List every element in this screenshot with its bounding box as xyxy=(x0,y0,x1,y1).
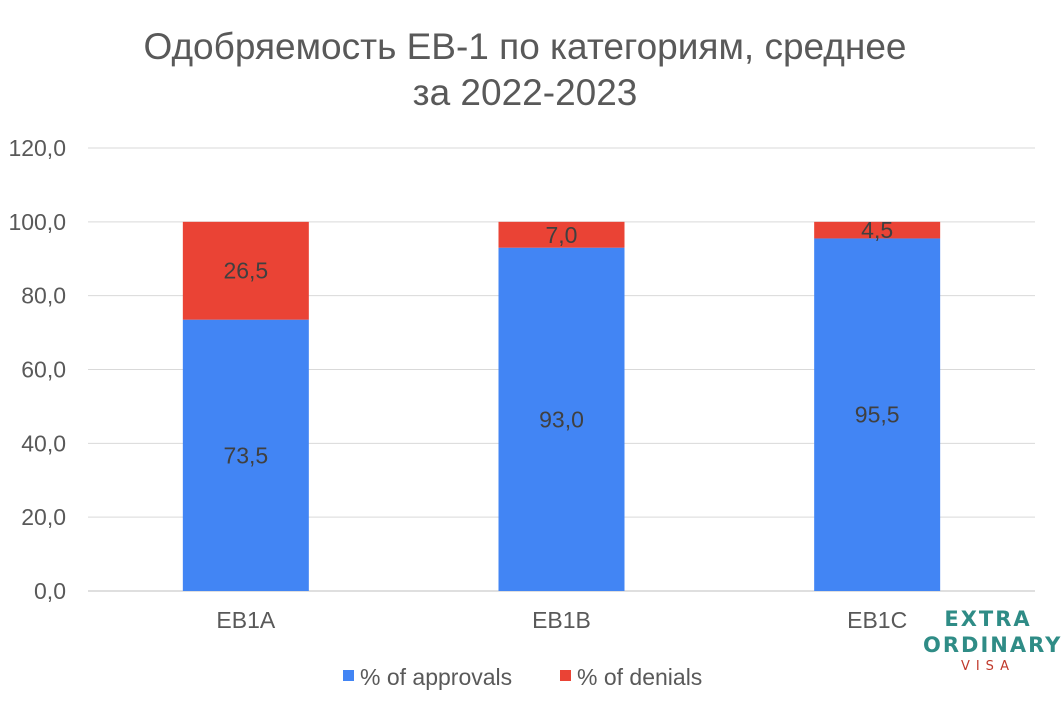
logo-line-3: VISA xyxy=(960,659,1016,674)
data-label: 26,5 xyxy=(223,258,268,284)
logo-line-1: EXTRA xyxy=(944,607,1032,631)
y-tick-label: 100,0 xyxy=(8,209,66,235)
y-tick-label: 80,0 xyxy=(21,283,66,309)
chart-title: Одобряемость EB-1 по категориям, среднее xyxy=(144,26,907,67)
bar-segment xyxy=(498,221,625,248)
data-label: 4,5 xyxy=(861,217,893,243)
data-label: 73,5 xyxy=(223,442,268,468)
data-label: 93,0 xyxy=(539,406,584,432)
x-tick-label: EB1B xyxy=(532,607,591,633)
data-label: 95,5 xyxy=(855,402,900,428)
bar-segment xyxy=(498,247,625,592)
bars: 73,5 26,5 93,0 7,0 95,5 4,5 xyxy=(182,217,941,592)
y-tick-label: 60,0 xyxy=(21,357,66,383)
data-label: 7,0 xyxy=(546,222,578,248)
y-tick-label: 20,0 xyxy=(21,504,66,530)
bar-segment xyxy=(182,319,309,591)
brand-logo: EXTRA ORDINARY VISA xyxy=(923,606,1063,676)
y-axis: 0,0 20,0 40,0 60,0 80,0 100,0 120,0 xyxy=(8,135,66,604)
bar-segment xyxy=(814,238,941,591)
y-tick-label: 0,0 xyxy=(34,578,66,604)
logo-line-2: ORDINARY xyxy=(923,633,1063,657)
bar-segment xyxy=(814,221,941,239)
legend-label: % of denials xyxy=(577,664,702,690)
legend-swatch xyxy=(343,670,354,681)
legend-label: % of approvals xyxy=(360,664,512,690)
legend: % of approvals % of denials xyxy=(343,664,702,690)
x-axis: EB1A EB1B EB1C xyxy=(216,607,907,633)
legend-swatch xyxy=(560,670,571,681)
y-tick-label: 120,0 xyxy=(8,135,66,161)
chart-subtitle: за 2022-2023 xyxy=(413,72,638,113)
y-tick-label: 40,0 xyxy=(21,430,66,456)
x-tick-label: EB1A xyxy=(216,607,275,633)
x-tick-label: EB1C xyxy=(847,607,907,633)
bar-segment xyxy=(182,221,309,320)
